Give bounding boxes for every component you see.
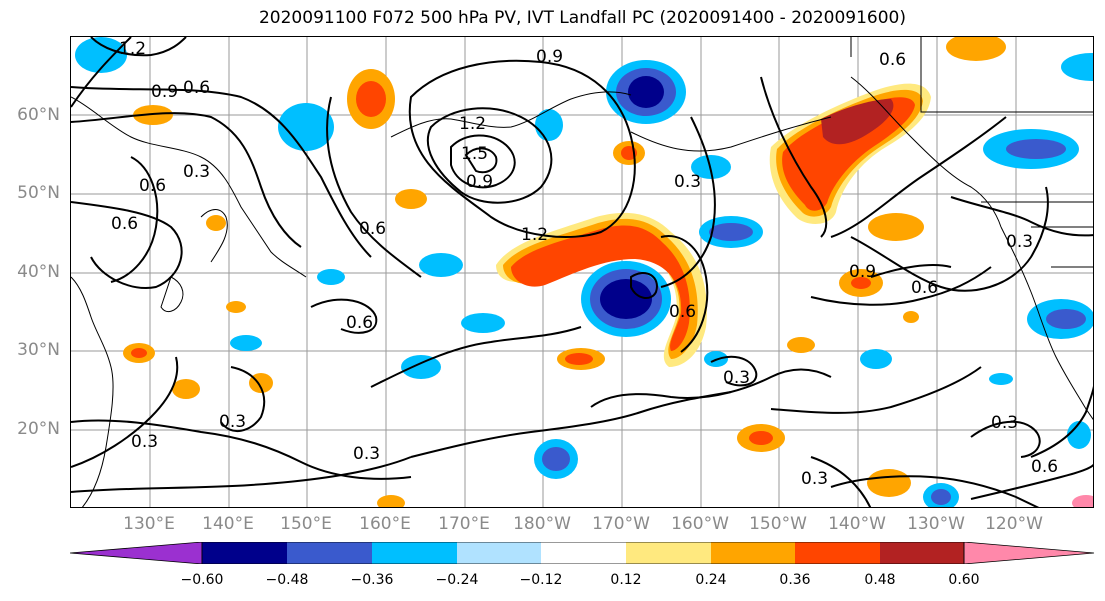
colorbar-swatch [202, 542, 287, 564]
lon-label: 120°W [985, 514, 1043, 534]
contour-label: 0.6 [183, 78, 210, 98]
contour-label: 0.6 [359, 219, 386, 239]
colorbar-swatch [457, 542, 541, 564]
colorbar-swatch [626, 542, 711, 564]
contour-labels: 1.2 0.9 0.6 0.3 1.2 1.5 0.9 0.6 0.9 0.3 … [111, 39, 1058, 489]
lon-label: 150°E [280, 514, 332, 534]
colorbar-swatch [880, 542, 964, 564]
contour-label: 0.9 [849, 262, 876, 282]
colorbar-extend-max [963, 542, 1095, 564]
contour-label: 0.6 [911, 278, 938, 298]
lat-label-50n: 50°N [17, 183, 60, 203]
colorbar-swatch [287, 542, 372, 564]
positive-anomaly-shading [123, 37, 1093, 507]
lat-label-40n: 40°N [17, 262, 60, 282]
colorbar-swatch [372, 542, 457, 564]
contour-label: 1.2 [119, 39, 146, 59]
contour-label: 0.3 [674, 172, 701, 192]
contour-label: 0.3 [991, 413, 1018, 433]
lon-label: 140°E [202, 514, 254, 534]
contour-label: 1.5 [461, 144, 488, 164]
contour-label: 0.3 [1006, 232, 1033, 252]
lon-label: 170°E [438, 514, 490, 534]
colorbar-swatch [541, 542, 626, 564]
colorbar-tick-label: −0.48 [265, 572, 309, 588]
colorbar-tick-label: −0.12 [519, 572, 563, 588]
lon-label: 160°W [671, 514, 729, 534]
colorbar-tick-label: −0.24 [435, 572, 479, 588]
colorbar-tick-label: 0.24 [695, 572, 727, 588]
contour-label: 0.9 [466, 172, 493, 192]
contour-label: 1.2 [521, 225, 548, 245]
colorbar-swatch [711, 542, 795, 564]
colorbar [70, 542, 1095, 564]
colorbar-tick-label: 0.36 [779, 572, 811, 588]
contour-label: 0.3 [723, 368, 750, 388]
map-canvas: 1.2 0.9 0.6 0.3 1.2 1.5 0.9 0.6 0.9 0.3 … [71, 37, 1093, 507]
contour-label: 0.6 [1031, 457, 1058, 477]
negative-anomaly-shading [75, 37, 1093, 507]
contour-label: 0.3 [183, 162, 210, 182]
lon-label: 130°E [123, 514, 175, 534]
contour-label: 0.3 [131, 432, 158, 452]
colorbar-tick-label: 0.60 [948, 572, 980, 588]
lon-label: 140°W [828, 514, 886, 534]
lon-label: 130°W [907, 514, 965, 534]
lon-label: 150°W [749, 514, 807, 534]
lon-label: 160°E [359, 514, 411, 534]
pv-contours [71, 37, 1093, 507]
contour-label: 0.6 [111, 214, 138, 234]
colorbar-extend-min [70, 542, 203, 564]
map-panel: 1.2 0.9 0.6 0.3 1.2 1.5 0.9 0.6 0.9 0.3 … [70, 36, 1094, 508]
lon-label: 180°W [513, 514, 571, 534]
coastlines [71, 37, 1093, 507]
contour-label: 0.3 [219, 412, 246, 432]
contour-label: 0.9 [536, 47, 563, 67]
colorbar-tick-label: −0.36 [350, 572, 394, 588]
contour-label: 0.6 [879, 50, 906, 70]
colorbar-swatch [795, 542, 880, 564]
map-title: 2020091100 F072 500 hPa PV, IVT Landfall… [258, 8, 906, 28]
lon-label: 170°W [592, 514, 650, 534]
lat-label-60n: 60°N [17, 105, 60, 125]
contour-label: 0.6 [346, 313, 373, 333]
contour-label: 0.6 [669, 302, 696, 322]
lat-label-30n: 30°N [17, 340, 60, 360]
colorbar-tick-label: 0.12 [610, 572, 642, 588]
graticule [71, 37, 1093, 507]
lat-label-20n: 20°N [17, 419, 60, 439]
colorbar-tick-label: 0.48 [864, 572, 896, 588]
contour-label: 0.3 [353, 444, 380, 464]
contour-label: 0.3 [801, 469, 828, 489]
contour-label: 0.9 [151, 82, 178, 102]
contour-label: 0.6 [139, 176, 166, 196]
contour-label: 1.2 [459, 114, 486, 134]
colorbar-tick-label: −0.60 [180, 572, 224, 588]
